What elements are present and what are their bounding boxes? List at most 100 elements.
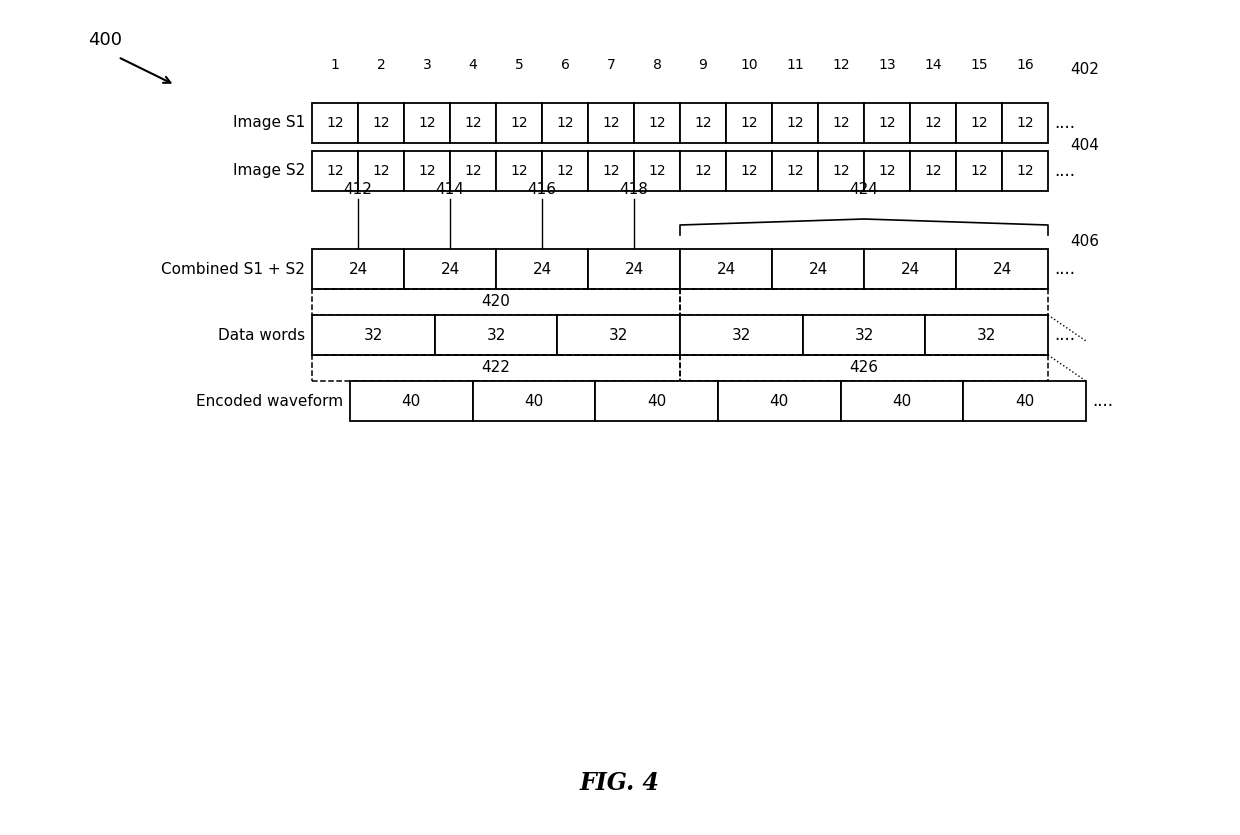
Bar: [802, 315, 925, 355]
Bar: [588, 249, 680, 289]
Bar: [925, 315, 1048, 355]
Text: 40: 40: [402, 393, 420, 408]
Text: 12: 12: [557, 116, 574, 130]
Text: 12: 12: [740, 164, 758, 178]
Bar: [312, 249, 404, 289]
Text: 12: 12: [740, 116, 758, 130]
Bar: [450, 151, 496, 191]
Text: 40: 40: [647, 393, 666, 408]
Text: 32: 32: [854, 327, 874, 342]
Text: 32: 32: [363, 327, 383, 342]
Text: 12: 12: [970, 164, 988, 178]
Text: Image S1: Image S1: [233, 115, 305, 130]
Text: 24: 24: [348, 261, 367, 276]
Text: 6: 6: [560, 58, 569, 72]
Text: 4: 4: [469, 58, 477, 72]
Text: Data words: Data words: [218, 327, 305, 342]
Text: 422: 422: [481, 361, 511, 376]
Bar: [680, 249, 773, 289]
Bar: [680, 289, 1048, 315]
Text: ....: ....: [1054, 162, 1075, 180]
Bar: [496, 249, 588, 289]
Bar: [773, 103, 818, 143]
Text: 12: 12: [924, 116, 942, 130]
Text: 12: 12: [372, 164, 389, 178]
Text: 32: 32: [732, 327, 751, 342]
Bar: [358, 103, 404, 143]
Text: 24: 24: [808, 261, 827, 276]
Text: 12: 12: [464, 116, 482, 130]
Text: ....: ....: [1092, 392, 1114, 410]
Bar: [312, 355, 680, 381]
Text: 16: 16: [1016, 58, 1034, 72]
Text: 12: 12: [603, 116, 620, 130]
Text: 10: 10: [740, 58, 758, 72]
Text: 12: 12: [694, 116, 712, 130]
Bar: [818, 103, 864, 143]
Text: 40: 40: [1016, 393, 1034, 408]
Bar: [542, 151, 588, 191]
Bar: [588, 103, 634, 143]
Text: 402: 402: [1070, 63, 1099, 78]
Text: 12: 12: [649, 164, 666, 178]
Text: 13: 13: [878, 58, 895, 72]
Text: ....: ....: [1054, 114, 1075, 132]
Text: Image S2: Image S2: [233, 164, 305, 179]
Bar: [864, 151, 910, 191]
Text: 32: 32: [486, 327, 506, 342]
Text: 406: 406: [1070, 234, 1099, 249]
Text: ....: ....: [1054, 326, 1075, 344]
Text: 12: 12: [418, 164, 435, 178]
Text: 12: 12: [832, 164, 849, 178]
Text: 12: 12: [372, 116, 389, 130]
Bar: [312, 315, 435, 355]
Bar: [680, 151, 725, 191]
Bar: [963, 381, 1086, 421]
Bar: [956, 249, 1048, 289]
Text: 12: 12: [603, 164, 620, 178]
Text: 12: 12: [1017, 116, 1034, 130]
Text: 12: 12: [1017, 164, 1034, 178]
Text: 12: 12: [510, 116, 528, 130]
Bar: [542, 103, 588, 143]
Text: 7: 7: [606, 58, 615, 72]
Text: 24: 24: [900, 261, 920, 276]
Bar: [680, 103, 725, 143]
Bar: [312, 151, 358, 191]
Text: 418: 418: [620, 182, 649, 197]
Text: 12: 12: [557, 164, 574, 178]
Text: 12: 12: [924, 164, 942, 178]
Text: 420: 420: [481, 295, 511, 310]
Bar: [1002, 103, 1048, 143]
Text: 5: 5: [515, 58, 523, 72]
Bar: [956, 151, 1002, 191]
Bar: [634, 151, 680, 191]
Bar: [358, 151, 404, 191]
Text: 24: 24: [532, 261, 552, 276]
Text: 3: 3: [423, 58, 432, 72]
Text: 24: 24: [992, 261, 1012, 276]
Text: Combined S1 + S2: Combined S1 + S2: [161, 261, 305, 276]
Bar: [680, 355, 1048, 381]
Text: 24: 24: [717, 261, 735, 276]
Text: 14: 14: [924, 58, 942, 72]
Text: 12: 12: [786, 164, 804, 178]
Text: 12: 12: [326, 164, 343, 178]
Bar: [472, 381, 595, 421]
Text: Encoded waveform: Encoded waveform: [196, 393, 343, 408]
Text: 12: 12: [418, 116, 435, 130]
Text: 8: 8: [652, 58, 661, 72]
Bar: [680, 315, 802, 355]
Bar: [1002, 151, 1048, 191]
Bar: [634, 103, 680, 143]
Text: 15: 15: [970, 58, 988, 72]
Bar: [496, 103, 542, 143]
Text: 24: 24: [625, 261, 644, 276]
Text: 12: 12: [832, 58, 849, 72]
Text: 32: 32: [977, 327, 997, 342]
Bar: [404, 249, 496, 289]
Text: 40: 40: [770, 393, 789, 408]
Text: ....: ....: [1054, 260, 1075, 278]
Bar: [910, 103, 956, 143]
Text: 2: 2: [377, 58, 386, 72]
